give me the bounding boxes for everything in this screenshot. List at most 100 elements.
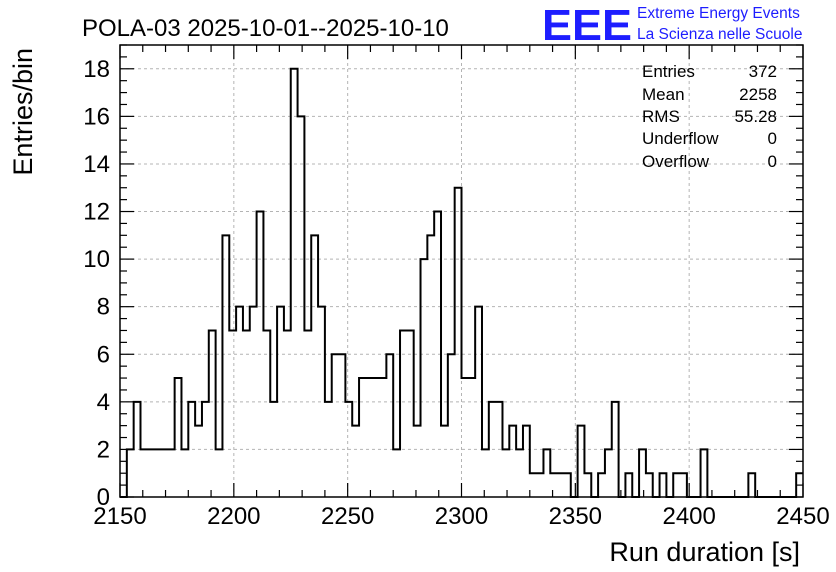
histogram-bin: [680, 473, 687, 497]
x-tick-label: 2150: [93, 503, 146, 530]
x-axis-label: Run duration [s]: [609, 537, 800, 567]
histogram-bin: [284, 330, 291, 497]
histogram-bin: [468, 378, 475, 497]
histogram-bin: [455, 188, 462, 497]
histogram-bin: [373, 378, 380, 497]
stat-overflow-label: Overflow: [642, 152, 710, 171]
histogram-bin: [140, 449, 147, 497]
y-tick-label: 14: [83, 151, 110, 178]
histogram-bin: [175, 378, 182, 497]
stat-rms-value: 55.28: [734, 107, 777, 126]
histogram-bin: [462, 378, 469, 497]
histogram-bin: [421, 259, 428, 497]
histogram-bin: [243, 330, 250, 497]
histogram-bin: [598, 473, 605, 497]
histogram-bin: [701, 449, 708, 497]
x-tick-label: 2450: [776, 503, 829, 530]
histogram-bin: [660, 473, 667, 497]
histogram-bin: [181, 449, 188, 497]
histogram-bin: [448, 354, 455, 497]
y-tick-label: 4: [97, 389, 110, 416]
histogram-bin: [332, 354, 339, 497]
stats-box: Entries 372 Mean 2258 RMS 55.28 Underflo…: [642, 62, 777, 171]
histogram-bin: [339, 354, 346, 497]
y-tick-label: 12: [83, 199, 110, 226]
histogram-bin: [646, 473, 653, 497]
histogram-bin: [523, 426, 530, 497]
histogram-bin: [482, 449, 489, 497]
histogram-bin: [543, 449, 550, 497]
stat-overflow-value: 0: [768, 152, 777, 171]
histogram-bin: [625, 473, 632, 497]
histogram-outline: [120, 67, 803, 498]
x-tick-label: 2300: [435, 503, 488, 530]
stat-mean-value: 2258: [739, 85, 777, 104]
histogram-bin: [564, 473, 571, 497]
histogram-bin: [216, 449, 223, 497]
stat-entries-value: 372: [749, 62, 777, 81]
histogram-bin: [352, 426, 359, 497]
histogram-bin: [400, 330, 407, 497]
histogram-bin: [516, 449, 523, 497]
histogram-bin: [263, 330, 270, 497]
histogram-bin: [748, 473, 755, 497]
y-tick-label: 18: [83, 56, 110, 83]
x-tick-label: 2400: [662, 503, 715, 530]
histogram-bin: [161, 449, 168, 497]
y-tick-label: 8: [97, 294, 110, 321]
histogram-bin: [605, 449, 612, 497]
chart-title: POLA-03 2025-10-01--2025-10-10: [82, 15, 449, 42]
stat-entries-label: Entries: [642, 62, 695, 81]
histogram-bin: [393, 449, 400, 497]
histogram-bin: [407, 330, 414, 497]
y-tick-label: 16: [83, 103, 110, 130]
histogram-bin: [414, 426, 421, 497]
eee-logo-mark: EEE: [542, 1, 632, 50]
y-tick-label: 6: [97, 341, 110, 368]
histogram-bin: [229, 330, 236, 497]
stat-mean-label: Mean: [642, 85, 685, 104]
y-tick-label: 0: [97, 484, 110, 511]
histogram-bin: [291, 69, 298, 497]
stat-underflow-value: 0: [768, 129, 777, 148]
histogram-bin: [366, 378, 373, 497]
histogram-bin: [380, 378, 387, 497]
y-axis: 0 2 4 6 8 10 12 14 16 18: [83, 44, 803, 511]
histogram-bin: [557, 473, 564, 497]
x-tick-label: 2250: [321, 503, 374, 530]
histogram-series: [120, 67, 803, 498]
histogram-bin: [441, 426, 448, 497]
histogram-bin: [127, 449, 134, 497]
y-axis-label: Entries/bin: [8, 48, 38, 176]
histogram-bin: [530, 473, 537, 497]
stat-underflow-label: Underflow: [642, 129, 719, 148]
logo-line-1: Extreme Energy Events: [637, 5, 800, 22]
histogram-bin: [222, 235, 229, 497]
histogram-bin: [311, 235, 318, 497]
y-tick-label: 10: [83, 246, 110, 273]
histogram-bin: [386, 354, 393, 497]
histogram-bin: [584, 473, 591, 497]
histogram-bin: [639, 449, 646, 497]
x-axis: 2150 2200 2250 2300 2350 2400 2450: [93, 45, 830, 530]
histogram-bin: [673, 473, 680, 497]
histogram-bin: [304, 330, 311, 497]
histogram-bin: [537, 473, 544, 497]
x-tick-label: 2350: [549, 503, 602, 530]
x-tick-label: 2200: [207, 503, 260, 530]
histogram-bin: [168, 449, 175, 497]
histogram-bin: [209, 330, 216, 497]
stat-rms-label: RMS: [642, 107, 680, 126]
histogram-bin: [502, 449, 509, 497]
histogram-bin: [550, 473, 557, 497]
histogram-bin: [359, 378, 366, 497]
histogram-bin: [147, 449, 154, 497]
y-tick-label: 2: [97, 436, 110, 463]
eee-logo: EEE Extreme Energy Events La Scienza nel…: [542, 1, 802, 50]
histogram-bin: [195, 426, 202, 497]
histogram-bin: [509, 426, 516, 497]
histogram-bin: [154, 449, 161, 497]
logo-line-2: La Scienza nelle Scuole: [637, 26, 802, 43]
histogram-bin: [578, 426, 585, 497]
